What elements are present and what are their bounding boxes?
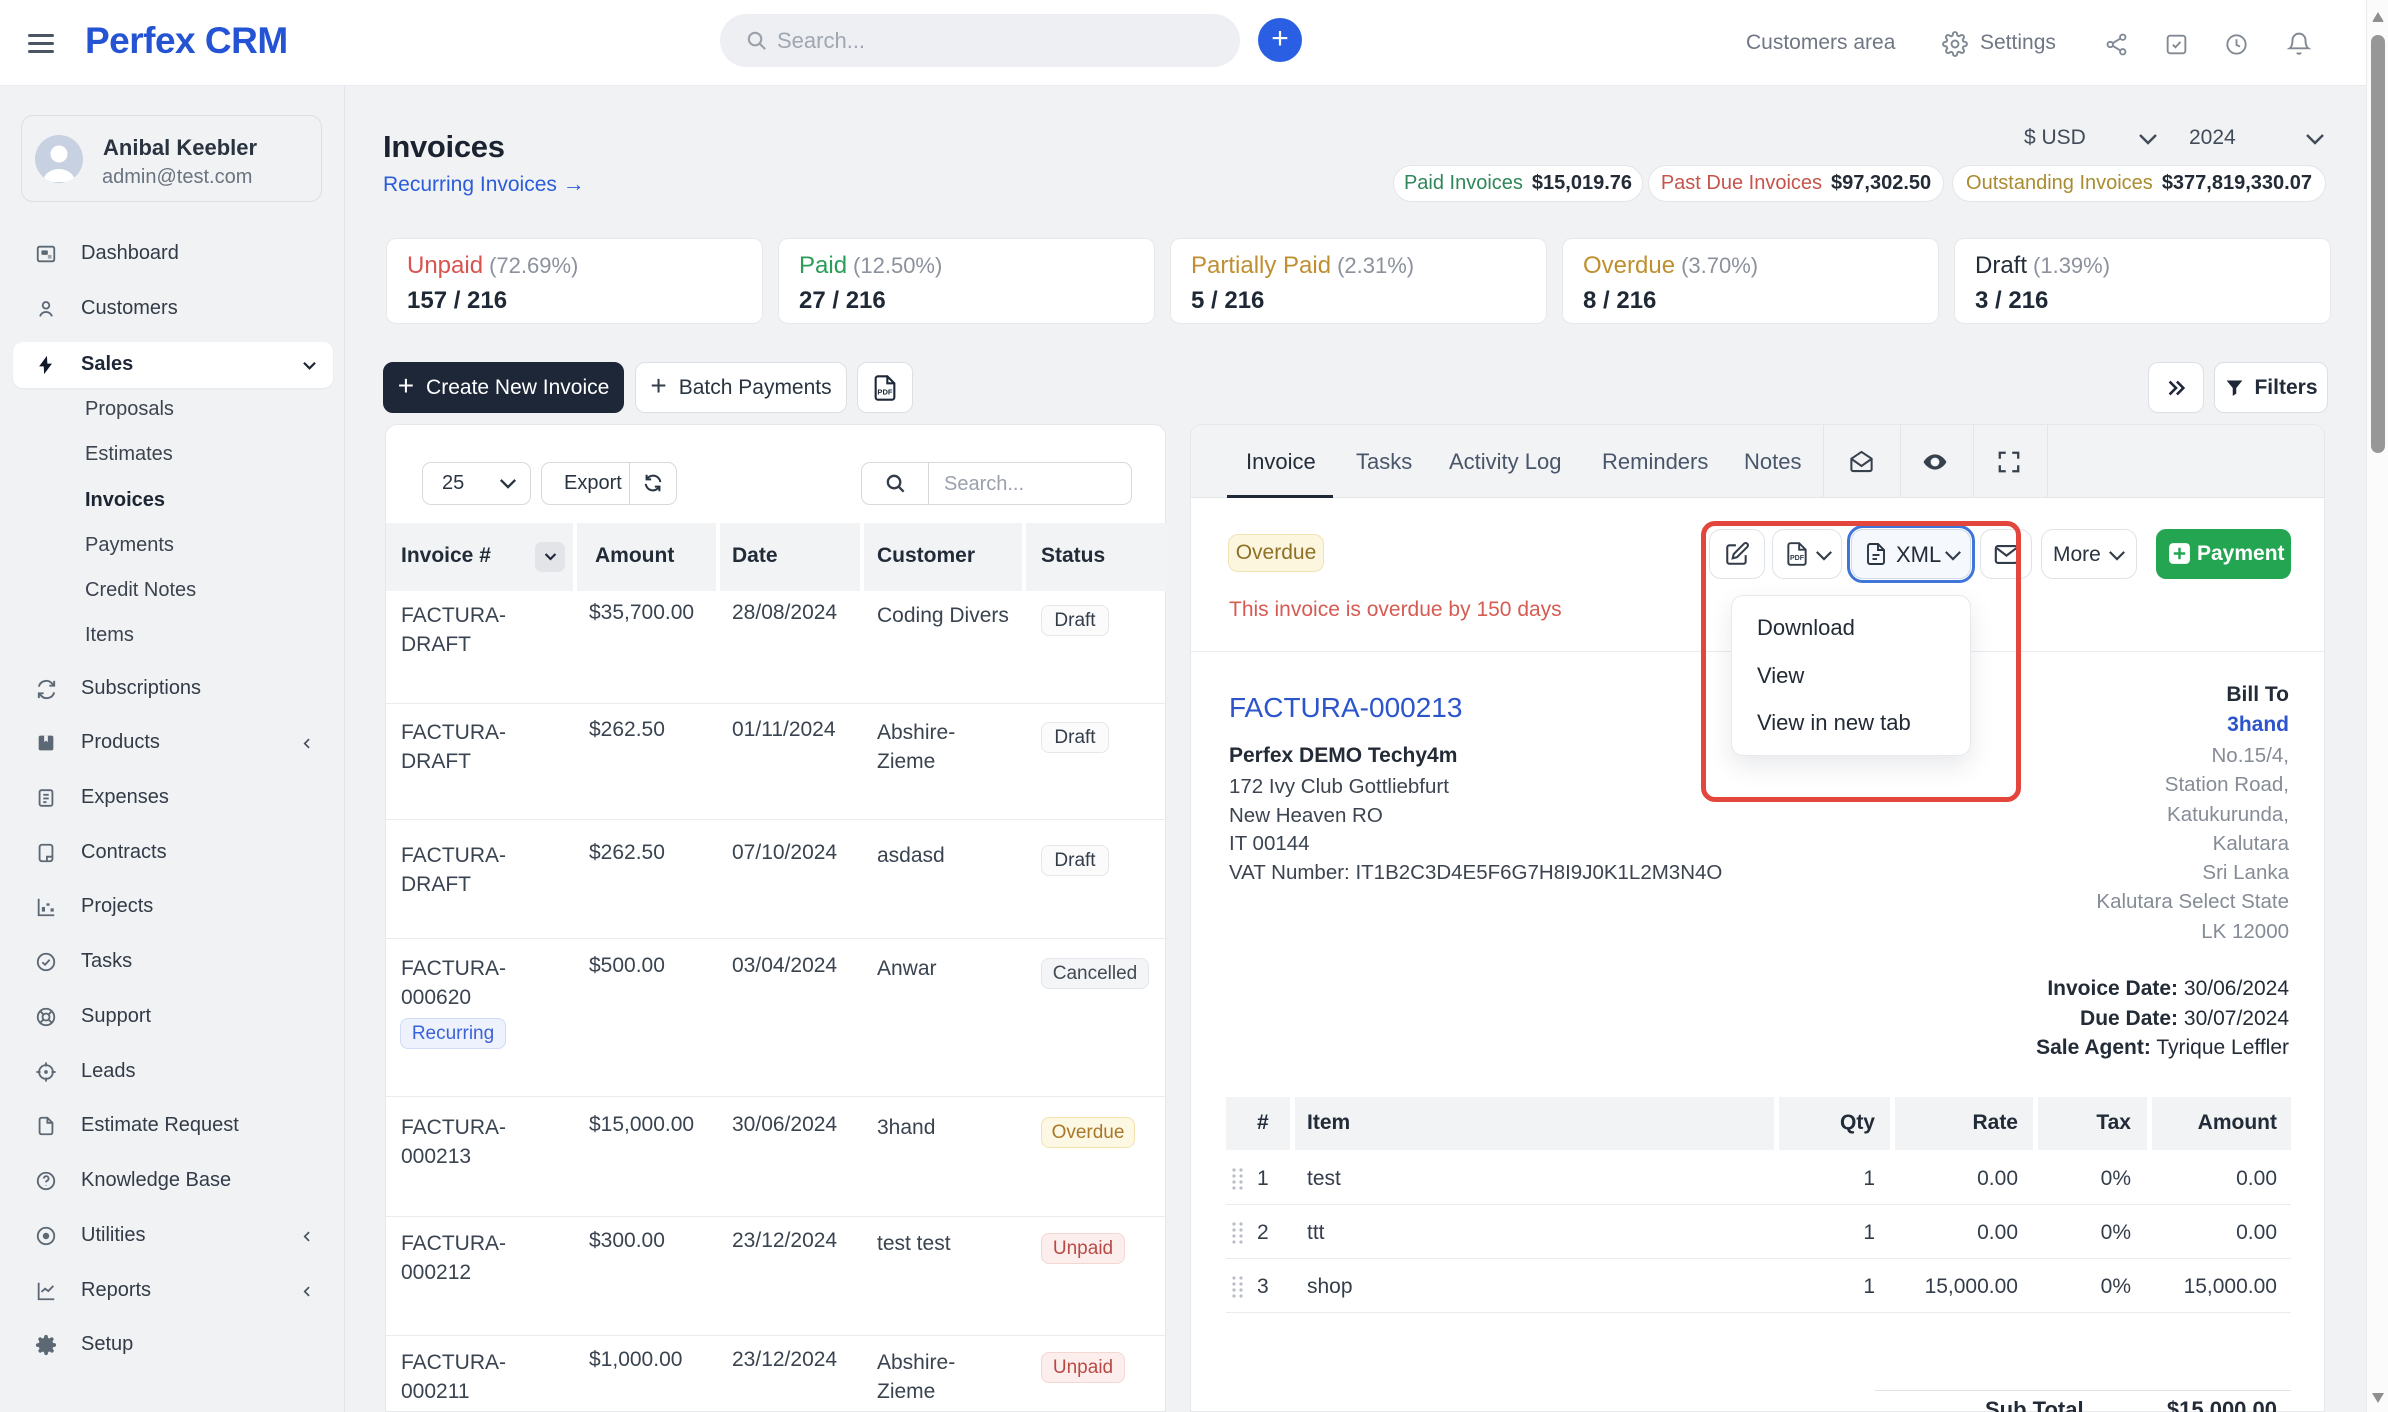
- svg-text:PDF: PDF: [877, 387, 893, 396]
- svg-text:PDF: PDF: [1790, 555, 1805, 562]
